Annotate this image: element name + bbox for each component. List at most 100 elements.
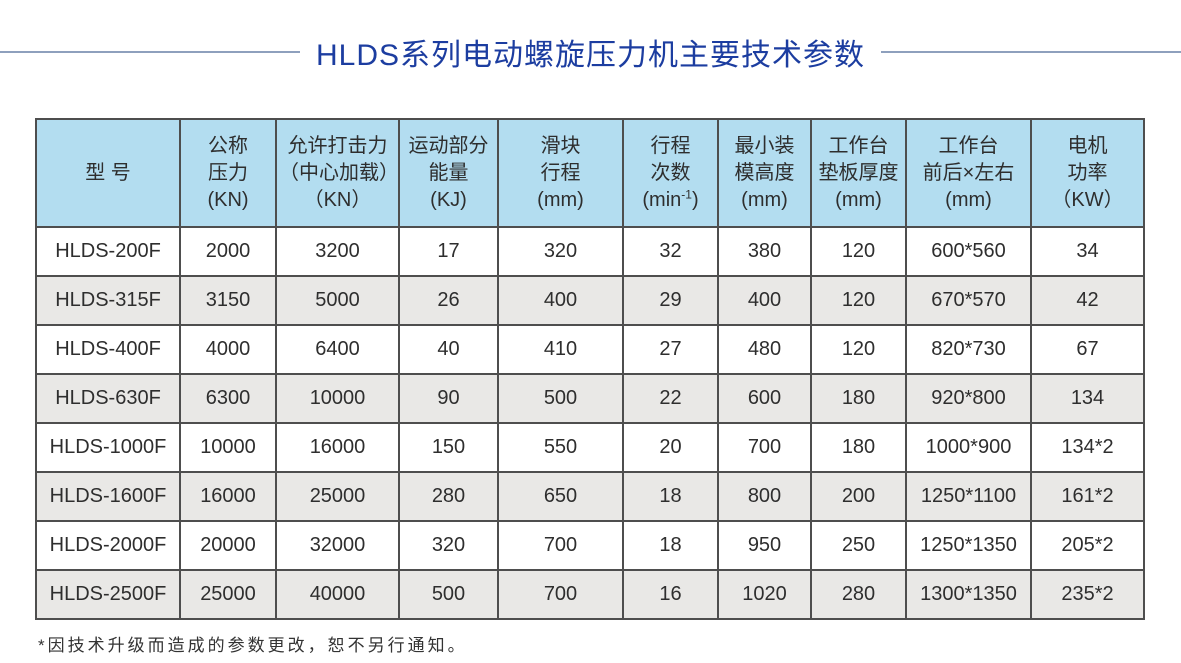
cell-moving-parts-energy: 17 (398, 226, 499, 277)
cell-allowed-strike-force: 6400 (275, 324, 400, 375)
cell-allowed-strike-force: 25000 (275, 471, 400, 522)
cell-model: HLDS-400F (35, 324, 181, 375)
cell-stroke-rate: 18 (622, 520, 719, 571)
cell-nominal-pressure: 25000 (179, 569, 277, 620)
cell-moving-parts-energy: 90 (398, 373, 499, 424)
cell-worktable-size: 670*570 (905, 275, 1032, 326)
cell-bolster-thickness: 120 (810, 226, 907, 277)
cell-min-die-height: 1020 (717, 569, 812, 620)
table-row: HLDS-400F 4000 6400 40 410 27 480 120 820*730 67 (35, 324, 1145, 375)
cell-moving-parts-energy: 320 (398, 520, 499, 571)
cell-stroke-rate: 20 (622, 422, 719, 473)
cell-model: HLDS-1600F (35, 471, 181, 522)
table-row: HLDS-1600F 16000 25000 280 650 18 800 200 1250*1… (35, 471, 1145, 522)
cell-model: HLDS-200F (35, 226, 181, 277)
table-header-row: 型 号公称 压力 (KN) 允许打击力 （中心加载） （KN） 运动部分 能量 (KJ) 滑块 行程… (35, 118, 1145, 228)
cell-motor-power: 134*2 (1030, 422, 1145, 473)
cell-min-die-height: 380 (717, 226, 812, 277)
table-row: HLDS-315F 3150 5000 26 400 29 400 120 670*570 42 (35, 275, 1145, 326)
cell-motor-power: 205*2 (1030, 520, 1145, 571)
title-row: HLDS系列电动螺旋压力机主要技术参数 (0, 0, 1181, 74)
cell-nominal-pressure: 16000 (179, 471, 277, 522)
cell-slide-stroke: 400 (497, 275, 624, 326)
cell-nominal-pressure: 4000 (179, 324, 277, 375)
cell-allowed-strike-force: 3200 (275, 226, 400, 277)
cell-stroke-rate: 16 (622, 569, 719, 620)
table-row: HLDS-630F 6300 10000 90 500 22 600 180 920*800 13… (35, 373, 1145, 424)
cell-slide-stroke: 500 (497, 373, 624, 424)
cell-slide-stroke: 410 (497, 324, 624, 375)
header-cell-moving-parts-energy: 运动部分 能量 (KJ) (398, 118, 499, 228)
cell-worktable-size: 600*560 (905, 226, 1032, 277)
header-cell-model: 型 号 (35, 118, 181, 228)
cell-nominal-pressure: 3150 (179, 275, 277, 326)
cell-moving-parts-energy: 26 (398, 275, 499, 326)
cell-allowed-strike-force: 5000 (275, 275, 400, 326)
table-row: HLDS-1000F 10000 16000 150 550 20 700 180 1000*9… (35, 422, 1145, 473)
cell-allowed-strike-force: 16000 (275, 422, 400, 473)
cell-stroke-rate: 22 (622, 373, 719, 424)
header-cell-min-die-height: 最小装 模高度 (mm) (717, 118, 812, 228)
cell-stroke-rate: 18 (622, 471, 719, 522)
spec-table: 型 号公称 压力 (KN) 允许打击力 （中心加载） （KN） 运动部分 能量 (KJ) 滑块 行程… (35, 118, 1145, 620)
cell-slide-stroke: 320 (497, 226, 624, 277)
footnote: *因技术升级而造成的参数更改，恕不另行通知。 (38, 636, 468, 655)
cell-allowed-strike-force: 32000 (275, 520, 400, 571)
cell-motor-power: 67 (1030, 324, 1145, 375)
cell-motor-power: 134 (1030, 373, 1145, 424)
header-cell-allowed-strike-force: 允许打击力 （中心加载） （KN） (275, 118, 400, 228)
cell-nominal-pressure: 6300 (179, 373, 277, 424)
cell-stroke-rate: 29 (622, 275, 719, 326)
title-rule-right (881, 51, 1181, 53)
header-cell-stroke-rate: 行程 次数 (min-1) (622, 118, 719, 228)
cell-worktable-size: 1000*900 (905, 422, 1032, 473)
cell-bolster-thickness: 120 (810, 275, 907, 326)
cell-stroke-rate: 27 (622, 324, 719, 375)
cell-min-die-height: 700 (717, 422, 812, 473)
cell-nominal-pressure: 2000 (179, 226, 277, 277)
cell-model: HLDS-630F (35, 373, 181, 424)
cell-model: HLDS-2000F (35, 520, 181, 571)
cell-bolster-thickness: 200 (810, 471, 907, 522)
cell-motor-power: 235*2 (1030, 569, 1145, 620)
cell-bolster-thickness: 120 (810, 324, 907, 375)
cell-slide-stroke: 650 (497, 471, 624, 522)
cell-allowed-strike-force: 40000 (275, 569, 400, 620)
cell-moving-parts-energy: 500 (398, 569, 499, 620)
header-cell-nominal-pressure: 公称 压力 (KN) (179, 118, 277, 228)
page-title: HLDS系列电动螺旋压力机主要技术参数 (315, 39, 866, 72)
cell-moving-parts-energy: 40 (398, 324, 499, 375)
cell-moving-parts-energy: 280 (398, 471, 499, 522)
cell-min-die-height: 600 (717, 373, 812, 424)
cell-motor-power: 34 (1030, 226, 1145, 277)
cell-slide-stroke: 550 (497, 422, 624, 473)
table-row: HLDS-2500F 25000 40000 500 700 16 1020 280 1300*… (35, 569, 1145, 620)
cell-min-die-height: 480 (717, 324, 812, 375)
cell-bolster-thickness: 180 (810, 373, 907, 424)
cell-motor-power: 161*2 (1030, 471, 1145, 522)
cell-nominal-pressure: 10000 (179, 422, 277, 473)
table-row: HLDS-200F 2000 3200 17 320 32 380 120 600*560 34 (35, 226, 1145, 277)
cell-worktable-size: 1300*1350 (905, 569, 1032, 620)
cell-model: HLDS-2500F (35, 569, 181, 620)
cell-stroke-rate: 32 (622, 226, 719, 277)
cell-nominal-pressure: 20000 (179, 520, 277, 571)
cell-moving-parts-energy: 150 (398, 422, 499, 473)
cell-motor-power: 42 (1030, 275, 1145, 326)
cell-worktable-size: 820*730 (905, 324, 1032, 375)
cell-slide-stroke: 700 (497, 520, 624, 571)
cell-worktable-size: 1250*1350 (905, 520, 1032, 571)
cell-min-die-height: 950 (717, 520, 812, 571)
table-body: HLDS-200F 2000 3200 17 320 32 380 120 600*560 34 H… (35, 226, 1145, 620)
cell-min-die-height: 800 (717, 471, 812, 522)
cell-worktable-size: 920*800 (905, 373, 1032, 424)
cell-slide-stroke: 700 (497, 569, 624, 620)
cell-model: HLDS-1000F (35, 422, 181, 473)
cell-bolster-thickness: 280 (810, 569, 907, 620)
header-cell-bolster-thickness: 工作台 垫板厚度 (mm) (810, 118, 907, 228)
header-cell-slide-stroke: 滑块 行程 (mm) (497, 118, 624, 228)
cell-min-die-height: 400 (717, 275, 812, 326)
header-cell-motor-power: 电机 功率 （KW） (1030, 118, 1145, 228)
cell-allowed-strike-force: 10000 (275, 373, 400, 424)
